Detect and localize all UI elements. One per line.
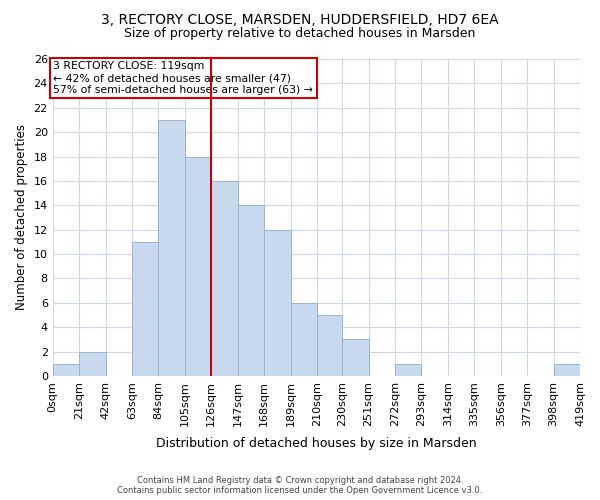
Bar: [554, 364, 580, 376]
Bar: [132, 242, 158, 376]
Text: Contains HM Land Registry data © Crown copyright and database right 2024.
Contai: Contains HM Land Registry data © Crown c…: [118, 476, 482, 495]
Text: Size of property relative to detached houses in Marsden: Size of property relative to detached ho…: [124, 28, 476, 40]
Bar: [79, 352, 106, 376]
Bar: [342, 340, 368, 376]
Bar: [395, 364, 421, 376]
Bar: [317, 315, 342, 376]
Text: 3, RECTORY CLOSE, MARSDEN, HUDDERSFIELD, HD7 6EA: 3, RECTORY CLOSE, MARSDEN, HUDDERSFIELD,…: [101, 12, 499, 26]
X-axis label: Distribution of detached houses by size in Marsden: Distribution of detached houses by size …: [156, 437, 476, 450]
Text: 3 RECTORY CLOSE: 119sqm
← 42% of detached houses are smaller (47)
57% of semi-de: 3 RECTORY CLOSE: 119sqm ← 42% of detache…: [53, 62, 313, 94]
Bar: [158, 120, 185, 376]
Bar: [264, 230, 290, 376]
Bar: [211, 181, 238, 376]
Bar: [53, 364, 79, 376]
Y-axis label: Number of detached properties: Number of detached properties: [15, 124, 28, 310]
Bar: [290, 303, 317, 376]
Bar: [238, 206, 264, 376]
Bar: [185, 156, 211, 376]
